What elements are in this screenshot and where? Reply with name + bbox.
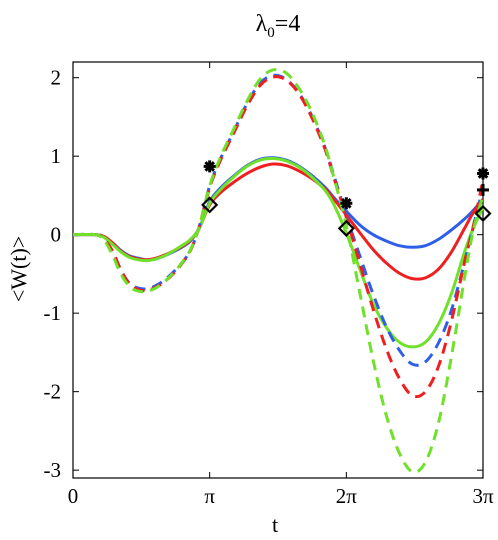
plot-axes-box <box>72 61 484 479</box>
diamond-marker <box>201 196 219 214</box>
plus-marker <box>477 183 489 196</box>
series-layer <box>72 67 485 474</box>
tick-labels: 0 π 2π 3π 2 1 0 -1 -2 -3 <box>44 66 494 508</box>
series-line-dashed-3 <box>72 73 485 367</box>
marker-layer <box>201 160 492 237</box>
x-tick-label: 3π <box>472 484 494 508</box>
x-axis-label: t <box>272 512 278 537</box>
axis-ticks <box>72 62 484 478</box>
x-tick-label: π <box>204 484 215 508</box>
chart-title-sub: 0 <box>267 25 275 41</box>
series-line-solid-2 <box>72 157 485 349</box>
asterisk-marker <box>203 160 216 173</box>
series-line-solid-0 <box>72 156 485 262</box>
y-axis-label: <W(t)> <box>6 236 31 302</box>
y-tick-label: -1 <box>44 301 62 325</box>
x-tick-label: 2π <box>336 484 358 508</box>
y-tick-label: -2 <box>44 380 62 404</box>
series-line-dashed-4 <box>72 75 485 399</box>
y-tick-label: 1 <box>51 144 62 168</box>
x-tick-label: 0 <box>68 484 79 508</box>
diamond-marker <box>337 219 355 237</box>
series-line-dashed-5 <box>72 67 485 474</box>
y-tick-label: 0 <box>51 223 62 247</box>
chart-title-rest: =4 <box>275 11 301 37</box>
asterisk-marker <box>477 167 489 180</box>
chart-title: λ0=4 <box>256 11 301 41</box>
diamond-marker <box>474 204 492 223</box>
y-tick-label: -3 <box>44 458 62 482</box>
y-tick-label: 2 <box>51 66 62 90</box>
asterisk-marker <box>340 197 353 210</box>
chart-title-main: λ <box>256 11 268 37</box>
series-line-solid-1 <box>72 162 485 281</box>
